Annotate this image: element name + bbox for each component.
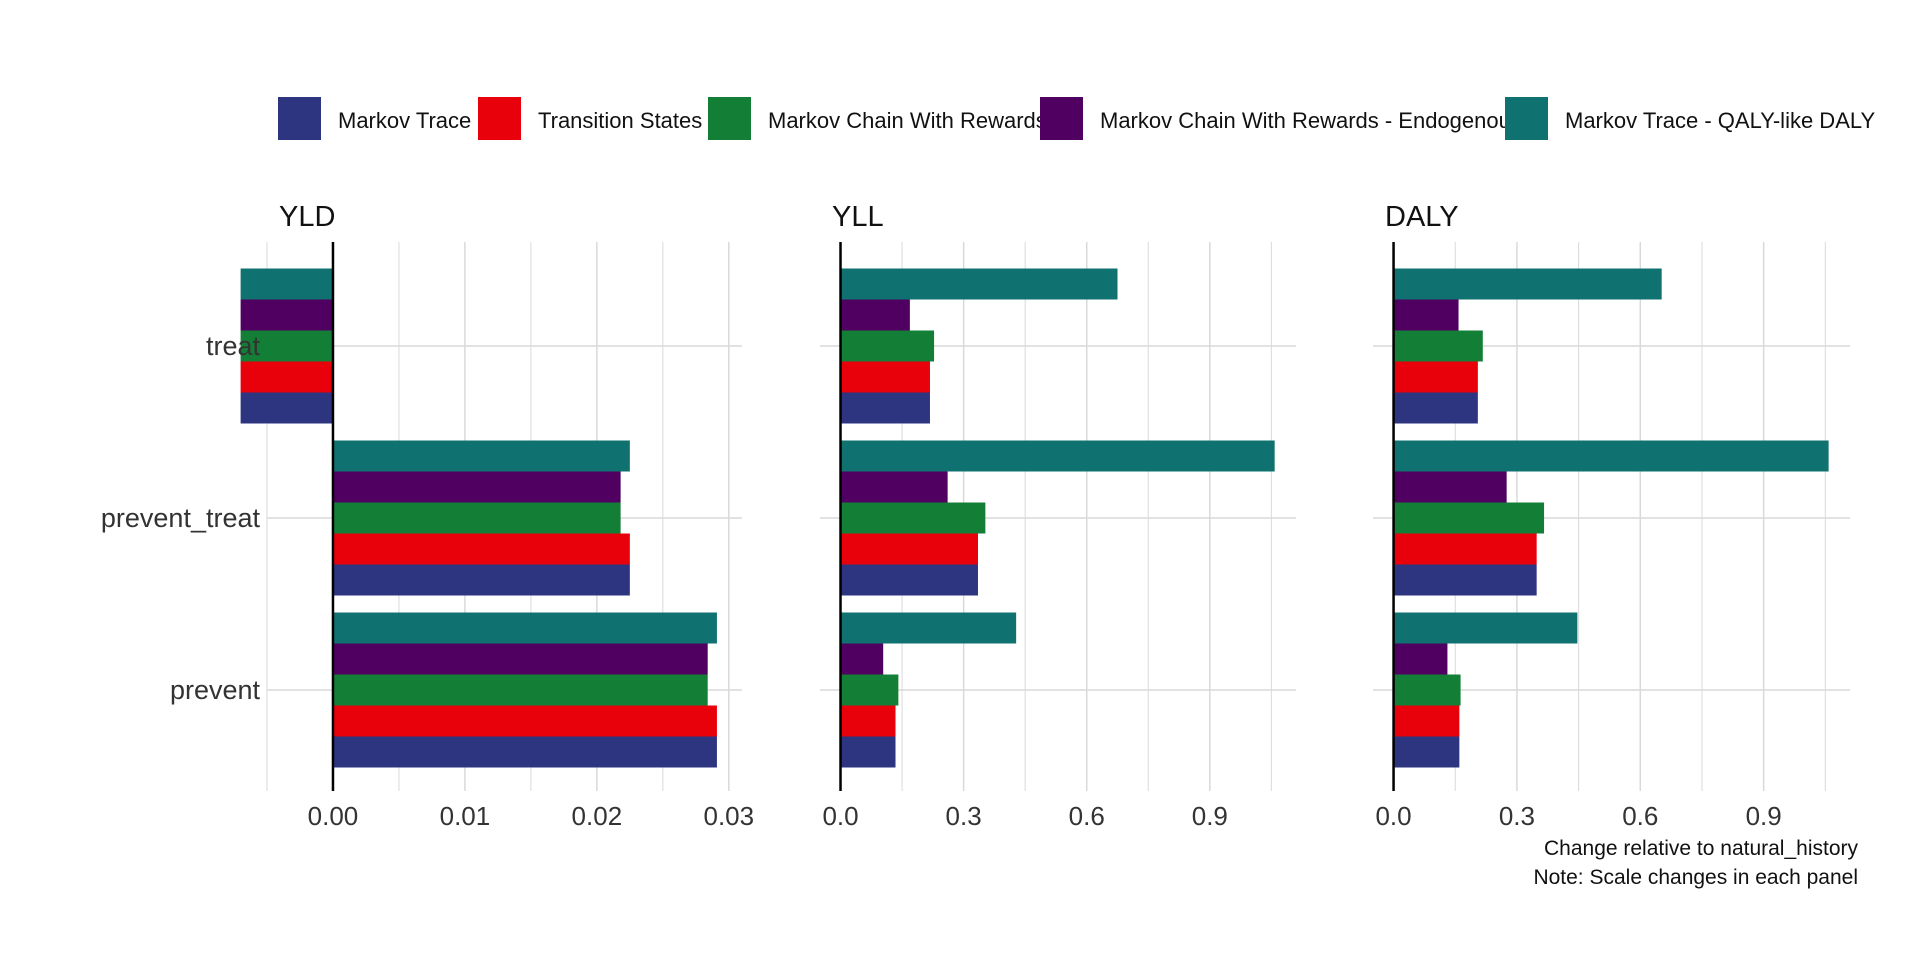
legend-key-4 — [1040, 97, 1083, 140]
bar-daly-prevent_treat-series-5 — [1393, 440, 1829, 472]
bar-daly-prevent_treat-series-1 — [1393, 564, 1537, 596]
bar-yld-prevent-series-5 — [332, 612, 717, 644]
bar-yll-prevent-series-2 — [840, 705, 896, 737]
x-tick-label: 0.6 — [1069, 801, 1105, 831]
panel-daly: DALY 0.0 0.3 0.6 0.9 — [1373, 201, 1850, 831]
bar-yld-prevent_treat-series-5 — [332, 440, 630, 472]
bar-yld-prevent_treat-series-2 — [332, 533, 630, 565]
x-tick-label: 0.01 — [440, 801, 491, 831]
bar-yll-treat-series-3 — [840, 330, 935, 362]
bar-yld-prevent-series-1 — [332, 736, 717, 768]
bar-yld-treat-series-2 — [240, 361, 333, 393]
bar-daly-treat-series-4 — [1393, 299, 1459, 331]
bar-yll-prevent_treat-series-4 — [840, 471, 948, 503]
bar-yld-prevent_treat-series-4 — [332, 471, 621, 503]
panel-yld: YLD 0.00 0.01 0.02 0.03 — [240, 201, 755, 831]
x-tick-label: 0.3 — [946, 801, 982, 831]
bar-yll-treat-series-4 — [840, 299, 910, 331]
bar-yld-prevent_treat-series-3 — [332, 502, 621, 534]
bar-daly-treat-series-5 — [1393, 268, 1662, 300]
bar-daly-prevent-series-5 — [1393, 612, 1578, 644]
bar-daly-prevent-series-3 — [1393, 674, 1461, 706]
x-tick-label: 0.0 — [822, 801, 858, 831]
caption-line-2: Note: Scale changes in each panel — [1533, 866, 1858, 889]
bar-yll-prevent-series-3 — [840, 674, 899, 706]
panel-title-daly: DALY — [1385, 201, 1459, 233]
bar-daly-prevent-series-1 — [1393, 736, 1460, 768]
x-tick-label: 0.9 — [1746, 801, 1782, 831]
legend-key-5 — [1505, 97, 1548, 140]
bar-yld-treat-series-4 — [240, 299, 333, 331]
legend: Markov Trace Transition States Markov Chai… — [278, 97, 1875, 140]
category-label-treat: treat — [206, 331, 261, 361]
bar-yll-treat-series-5 — [840, 268, 1118, 300]
legend-label-4: Markov Chain With Rewards - Endogenous — [1100, 108, 1522, 133]
bar-yll-prevent_treat-series-2 — [840, 533, 978, 565]
legend-label-3: Markov Chain With Rewards — [768, 108, 1047, 133]
bar-yll-treat-series-1 — [840, 392, 930, 424]
panel-title-yld: YLD — [279, 201, 335, 233]
bar-yll-prevent_treat-series-5 — [840, 440, 1275, 472]
x-tick-label: 0.00 — [308, 801, 359, 831]
panel-title-yll: YLL — [832, 201, 884, 233]
bar-daly-treat-series-2 — [1393, 361, 1478, 393]
x-tick-label: 0.9 — [1192, 801, 1228, 831]
x-tick-label: 0.3 — [1499, 801, 1535, 831]
bar-yll-prevent_treat-series-1 — [840, 564, 978, 596]
legend-key-2 — [478, 97, 521, 140]
legend-label-2: Transition States — [538, 108, 702, 133]
bar-daly-prevent-series-2 — [1393, 705, 1460, 737]
bar-daly-prevent_treat-series-3 — [1393, 502, 1545, 534]
bar-yld-treat-series-3 — [240, 330, 333, 362]
bar-daly-prevent_treat-series-2 — [1393, 533, 1537, 565]
bar-yll-prevent-series-5 — [840, 612, 1017, 644]
bar-yld-prevent_treat-series-1 — [332, 564, 630, 596]
bar-yld-treat-series-5 — [240, 268, 333, 300]
legend-label-1: Markov Trace — [338, 108, 471, 133]
panel-yll: YLL 0.0 0.3 0.6 0.9 — [820, 201, 1296, 831]
legend-key-1 — [278, 97, 321, 140]
bar-daly-prevent_treat-series-4 — [1393, 471, 1507, 503]
chart-panels: YLD 0.00 0.01 0.02 0.03 YLL 0.0 0.3 0.6 0.9 DALY 0.… — [240, 201, 1850, 831]
bar-yll-prevent-series-1 — [840, 736, 896, 768]
bar-yld-prevent-series-4 — [332, 643, 708, 675]
caption-line-1: Change relative to natural_history — [1544, 837, 1859, 860]
x-tick-label: 0.03 — [704, 801, 755, 831]
bar-yll-treat-series-2 — [840, 361, 930, 393]
bar-yll-prevent_treat-series-3 — [840, 502, 986, 534]
bar-daly-treat-series-1 — [1393, 392, 1478, 424]
bar-yld-treat-series-1 — [240, 392, 333, 424]
legend-key-3 — [708, 97, 751, 140]
bar-yld-prevent-series-2 — [332, 705, 717, 737]
legend-label-5: Markov Trace - QALY-like DALY — [1565, 108, 1875, 133]
x-tick-label: 0.02 — [572, 801, 623, 831]
category-label-prevent_treat: prevent_treat — [101, 503, 261, 533]
x-tick-label: 0.0 — [1375, 801, 1411, 831]
bar-daly-treat-series-3 — [1393, 330, 1483, 362]
bar-yll-prevent-series-4 — [840, 643, 884, 675]
bar-daly-prevent-series-4 — [1393, 643, 1448, 675]
category-label-prevent: prevent — [170, 675, 261, 705]
bar-yld-prevent-series-3 — [332, 674, 708, 706]
x-tick-label: 0.6 — [1622, 801, 1658, 831]
